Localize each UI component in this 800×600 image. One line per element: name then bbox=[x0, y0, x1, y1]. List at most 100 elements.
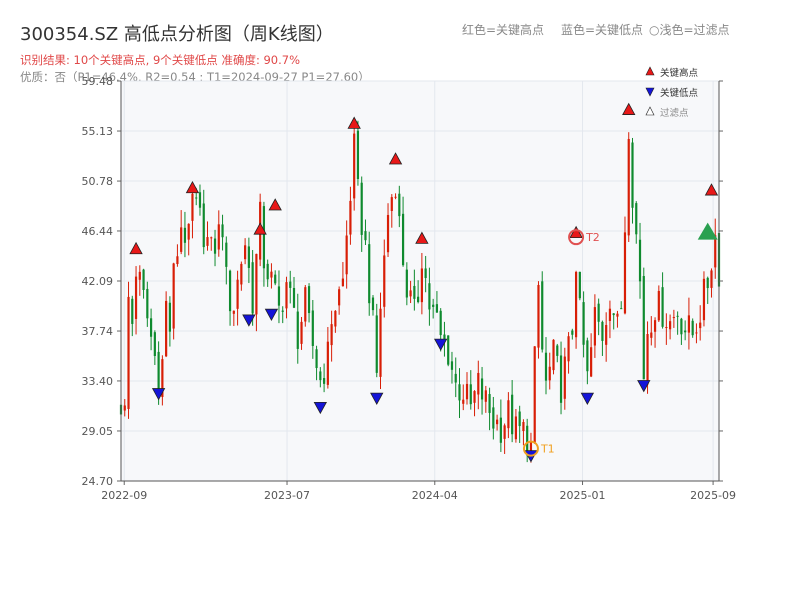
candle-body bbox=[665, 327, 668, 329]
key-low-marker bbox=[242, 314, 256, 327]
candle-body bbox=[311, 310, 314, 346]
candle-body bbox=[228, 270, 232, 312]
candle-body bbox=[127, 296, 130, 409]
candle-body bbox=[612, 313, 615, 316]
candle-body bbox=[420, 268, 423, 303]
candle-body bbox=[255, 253, 258, 315]
candle-body bbox=[326, 341, 329, 385]
candle-body bbox=[710, 270, 713, 288]
candle-body bbox=[601, 321, 604, 341]
candle-body bbox=[161, 359, 164, 398]
candle-body bbox=[559, 355, 563, 403]
candle-body bbox=[714, 235, 717, 268]
candle-body bbox=[386, 214, 390, 253]
candle-body bbox=[307, 286, 311, 314]
candle-body bbox=[368, 244, 371, 304]
x-tick-label: 2025-09 bbox=[690, 489, 736, 502]
candle-body bbox=[304, 287, 307, 322]
candle-body bbox=[191, 193, 194, 221]
candle-body bbox=[563, 356, 566, 399]
candle-body bbox=[597, 303, 600, 322]
x-tick-label: 2025-01 bbox=[560, 489, 606, 502]
key-low-marker bbox=[637, 380, 651, 393]
annotation-label: T2 bbox=[585, 231, 600, 244]
key-low-marker bbox=[151, 388, 166, 401]
candle-body bbox=[262, 206, 266, 269]
target-marker bbox=[697, 222, 718, 240]
candle-body bbox=[251, 262, 254, 314]
candle-body bbox=[699, 322, 702, 329]
candle-body bbox=[187, 223, 190, 240]
candle-body bbox=[484, 390, 487, 402]
candle-body bbox=[432, 304, 435, 307]
x-tick-label: 2023-07 bbox=[264, 489, 310, 502]
candle-body bbox=[183, 227, 187, 243]
candle-body bbox=[443, 334, 446, 342]
candle-body bbox=[706, 277, 709, 289]
x-tick-label: 2024-04 bbox=[412, 489, 458, 502]
candle-body bbox=[274, 274, 277, 284]
candle-body bbox=[480, 378, 484, 400]
candle-body bbox=[221, 224, 224, 238]
candle-body bbox=[322, 378, 326, 384]
candle-body bbox=[496, 419, 499, 425]
candle-body bbox=[680, 318, 683, 335]
axes: 24.70 29.05 33.40 37.74 42.09 46.44 50.78 55.13… bbox=[82, 75, 737, 502]
candle-body bbox=[567, 336, 570, 362]
candle-body bbox=[529, 441, 533, 453]
y-tick-label: 33.40 bbox=[82, 375, 114, 388]
candle-body bbox=[315, 349, 318, 369]
candle-body bbox=[138, 271, 141, 280]
candle-body bbox=[134, 276, 138, 319]
recognition-result: 识别结果: 10个关键高点, 9个关键低点 准确度: 90.7% bbox=[20, 53, 301, 67]
candle-body bbox=[450, 361, 454, 370]
candle-body bbox=[401, 213, 405, 266]
candle-body bbox=[661, 287, 664, 327]
candle-body bbox=[409, 290, 412, 297]
candle-body bbox=[537, 284, 540, 348]
legend-swatch bbox=[645, 106, 655, 116]
legend-label: 过滤点 bbox=[660, 107, 689, 119]
candle-body bbox=[552, 339, 555, 371]
candle-body bbox=[623, 232, 627, 314]
key-low-marker bbox=[313, 401, 328, 415]
candle-body bbox=[165, 300, 168, 357]
candle-body bbox=[571, 330, 574, 335]
key-high-marker bbox=[622, 102, 636, 115]
candle-body bbox=[379, 308, 382, 377]
candle-body bbox=[544, 352, 548, 381]
candle-body bbox=[702, 278, 706, 321]
candle-body bbox=[635, 203, 638, 235]
candle-body bbox=[473, 391, 476, 403]
candle-body bbox=[371, 297, 375, 311]
candle-body bbox=[206, 237, 209, 246]
candle-body bbox=[695, 332, 698, 334]
candle-body bbox=[518, 411, 521, 427]
candle-body bbox=[364, 231, 367, 241]
candle-body bbox=[270, 271, 273, 278]
candle-body bbox=[413, 285, 416, 299]
y-tick-label: 29.05 bbox=[82, 425, 114, 438]
candle-body bbox=[556, 345, 559, 356]
y-tick-label: 42.09 bbox=[82, 275, 114, 288]
legend-label: 关键低点 bbox=[660, 87, 699, 99]
y-tick-label: 55.13 bbox=[82, 125, 114, 138]
key-high-marker bbox=[415, 231, 429, 244]
candle-body bbox=[285, 282, 288, 309]
legend-swatch bbox=[645, 87, 655, 97]
candle-body bbox=[394, 196, 397, 198]
candle-body bbox=[240, 263, 243, 285]
candle-body bbox=[642, 276, 645, 380]
annotation-circle bbox=[568, 229, 585, 246]
key-high-marker bbox=[129, 241, 143, 255]
candle-body bbox=[428, 283, 431, 310]
candle-body bbox=[522, 422, 525, 432]
hint-blue-low: 蓝色=关键低点 bbox=[561, 23, 644, 37]
candle-body bbox=[511, 394, 514, 435]
candle-body bbox=[266, 263, 269, 280]
candle-body bbox=[172, 263, 175, 329]
candle-body bbox=[616, 313, 619, 317]
candle-body bbox=[244, 245, 247, 260]
candle-body bbox=[360, 182, 363, 235]
candle-body bbox=[289, 281, 292, 288]
